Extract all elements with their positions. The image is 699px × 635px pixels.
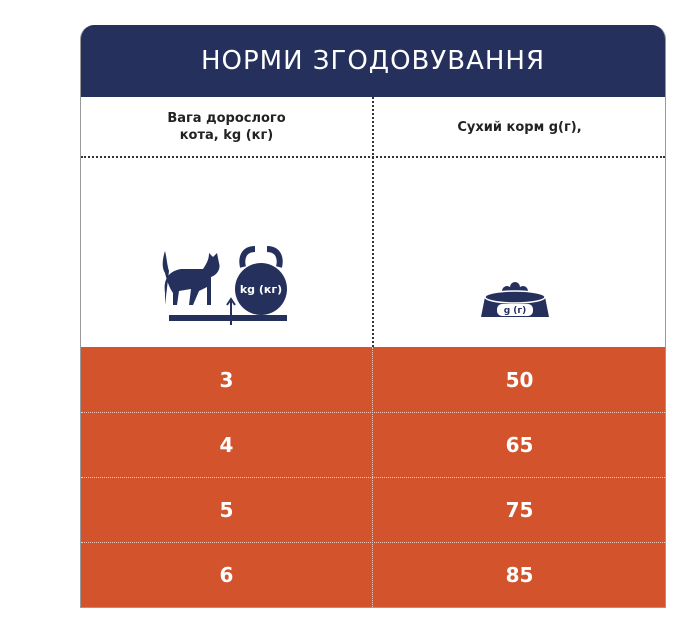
food-cell: 75 (505, 497, 534, 522)
cat-weight-icon: kg (кг) (162, 246, 287, 325)
food-cell: 50 (505, 367, 534, 392)
weight-cell: 3 (219, 367, 234, 392)
column-header-line: кота, kg (кг) (179, 128, 274, 143)
divider (81, 412, 665, 413)
divider (372, 97, 374, 347)
weight-cell: 4 (219, 432, 234, 457)
column-header-line: Сухий корм g(г), (457, 119, 582, 135)
column-header-line: Вага дорослого (167, 111, 286, 126)
icon-label: kg (кг) (240, 283, 282, 296)
food-cell: 65 (505, 432, 534, 457)
icon-label: g (г) (504, 306, 527, 316)
food-cell: 85 (505, 562, 534, 587)
weight-cell: 6 (219, 562, 234, 587)
title: НОРМИ ЗГОДОВУВАННЯ (81, 25, 665, 97)
table-body: 3 50 4 65 5 75 6 85 (81, 347, 665, 607)
feeding-card: НОРМИ ЗГОДОВУВАННЯ Вага дорослого кота, … (80, 25, 666, 608)
column-header: Сухий корм g(г), (374, 97, 665, 157)
weight-cell: 5 (219, 497, 234, 522)
divider (81, 477, 665, 478)
divider (81, 542, 665, 543)
column-header: Вага дорослого кота, kg (кг) (81, 97, 372, 157)
bowl-icon: g (г) (481, 282, 549, 317)
